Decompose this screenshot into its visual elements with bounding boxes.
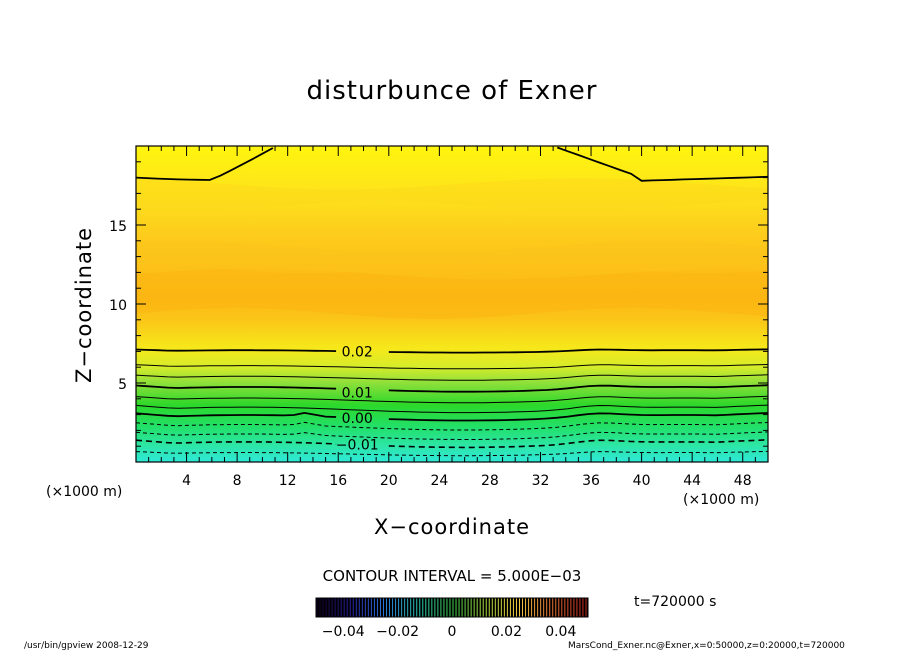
colorbar-frame [315,597,589,618]
contour-label: 0.01 [342,385,373,401]
colorbar-tick-label: 0.04 [545,624,576,640]
contour-label: 0.00 [342,411,373,427]
x-tick-label: 8 [233,473,242,489]
contour-line [135,374,769,381]
contour-line [135,404,769,414]
x-tick-label: 16 [329,473,347,489]
x-tick-label: 40 [633,473,651,489]
x-tick-label: 36 [582,473,600,489]
contour-line [135,450,769,457]
x-tick-label: 32 [532,473,550,489]
x-tick-label: 4 [182,473,191,489]
y-tick-label: 10 [109,298,127,314]
x-tick-label: 24 [430,473,448,489]
field-band [136,268,768,319]
contour-label: −0.01 [336,438,379,454]
colorbar-tick-label: 0.02 [491,624,522,640]
colorbar-tick-label: −0.04 [322,624,365,640]
footer-left: /usr/bin/gpview 2008-12-29 [24,641,149,651]
colorbar-background [316,598,588,617]
contour-line [135,421,769,431]
contour-line [135,384,769,393]
x-axis-label: X−coordinate [374,515,530,539]
colorbar-tick-label: 0 [448,624,457,640]
contour-line [135,411,769,422]
contour-line [135,348,769,354]
contour-label: 0.02 [342,344,373,360]
x-tick-label: 12 [279,473,297,489]
x-unit-label-left: (×1000 m) [46,484,123,500]
contour-line [135,431,769,440]
x-tick-label: 44 [683,473,701,489]
x-tick-label: 28 [481,473,499,489]
field-band [136,178,768,212]
chart-title: disturbunce of Exner [306,76,598,106]
contour-line-top [135,146,769,182]
contour-interval-label: CONTOUR INTERVAL = 5.000E−03 [322,567,582,585]
time-label: t=720000 s [634,594,717,610]
contour-line [135,364,769,370]
footer-right: MarsCond_Exner.nc@Exner,x=0:50000,z=0:20… [568,641,845,651]
x-tick-label: 20 [380,473,398,489]
x-unit-label-right: (×1000 m) [683,492,760,508]
contour-line [135,395,769,404]
y-tick-label: 15 [109,219,127,235]
y-tick-label: 5 [118,377,127,393]
x-tick-label: 48 [734,473,752,489]
field-band [136,241,768,274]
contour-line [135,439,769,449]
colorbar-tick-label: −0.02 [376,624,419,640]
